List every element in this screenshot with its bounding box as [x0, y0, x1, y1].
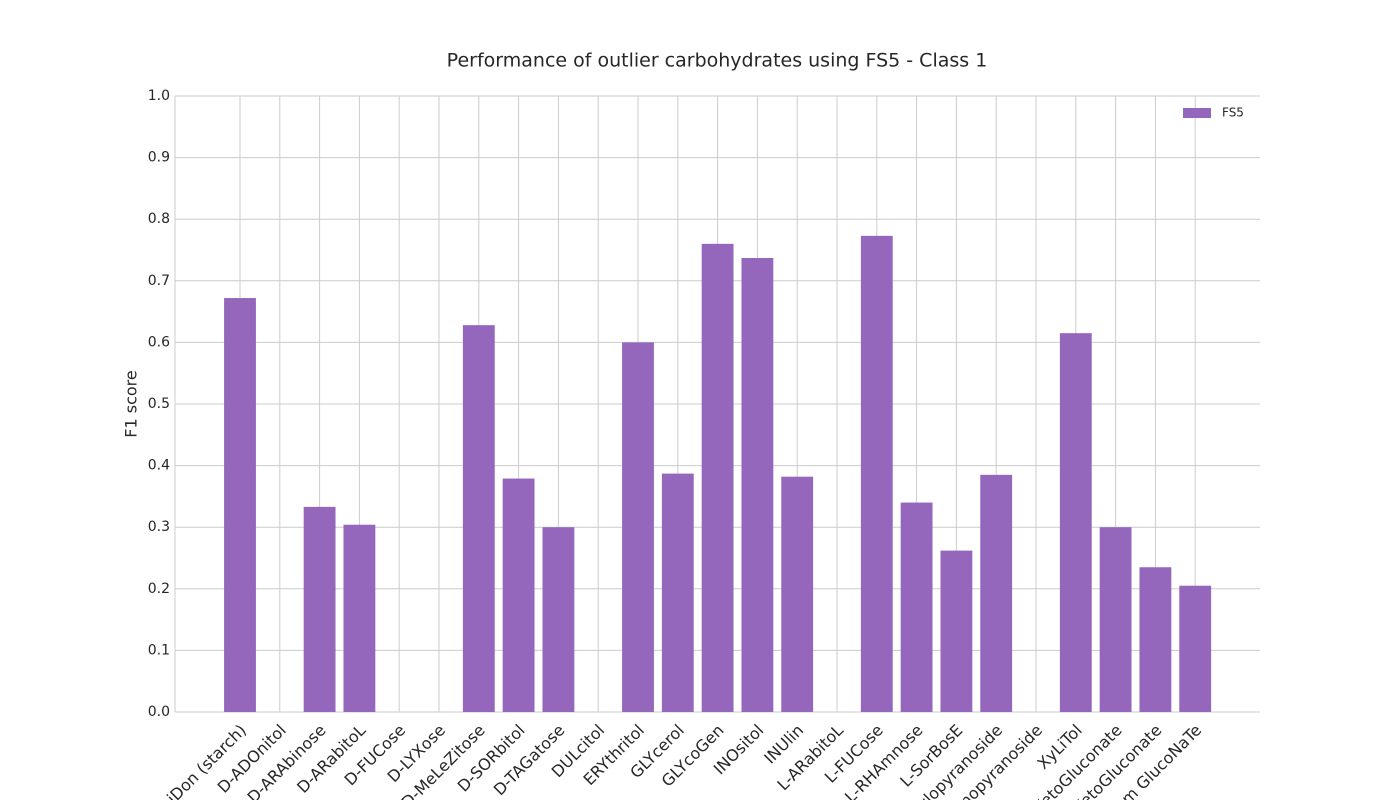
y-tick-label: 0.2: [148, 581, 170, 597]
bar: [622, 342, 654, 712]
bar: [781, 476, 814, 712]
bar: [701, 243, 734, 712]
bar: [940, 550, 973, 712]
bar: [542, 527, 575, 712]
y-tick-label: 0.8: [148, 211, 170, 227]
bar: [900, 502, 933, 712]
bar: [741, 258, 774, 712]
bar: [303, 506, 336, 712]
bar: [1179, 585, 1212, 712]
bar: [860, 235, 893, 712]
y-tick-label: 0.3: [148, 519, 170, 535]
bar: [1099, 527, 1132, 712]
bar: [661, 473, 694, 712]
y-tick-label: 0.1: [148, 642, 170, 658]
bar: [1059, 333, 1092, 712]
bar: [980, 474, 1013, 712]
bar: [224, 298, 256, 712]
y-tick-label: 0.9: [148, 150, 170, 166]
legend-swatch: [1183, 108, 1211, 118]
bar: [462, 325, 495, 712]
y-tick-label: 0.6: [148, 334, 170, 350]
bar: [343, 524, 376, 712]
legend-label: FS5: [1222, 106, 1244, 120]
y-tick-label: 0.5: [148, 396, 170, 412]
chart-title: Performance of outlier carbohydrates usi…: [447, 50, 988, 72]
y-axis-label: F1 score: [122, 370, 141, 437]
bar: [1139, 567, 1172, 712]
y-tick-label: 0.4: [148, 458, 170, 474]
y-tick-label: 0.7: [148, 273, 170, 289]
bar: [502, 478, 535, 712]
y-tick-label: 1.0: [148, 88, 170, 104]
y-tick-label: 0.0: [148, 704, 170, 720]
